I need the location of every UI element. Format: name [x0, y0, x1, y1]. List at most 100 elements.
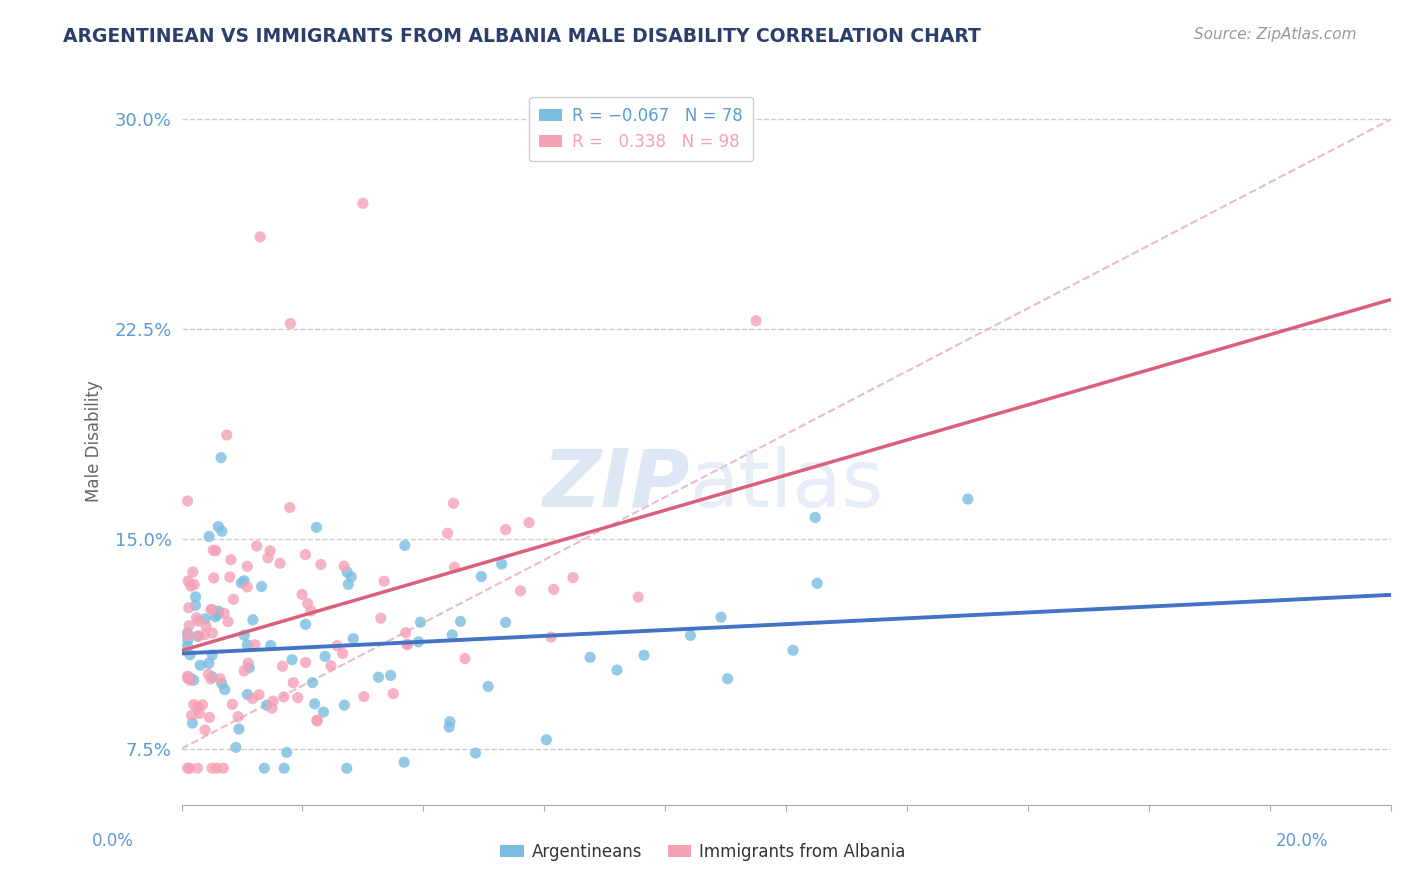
Legend: Argentineans, Immigrants from Albania: Argentineans, Immigrants from Albania [494, 837, 912, 868]
Point [243, 638, 266, 652]
Point [201, 761, 224, 775]
Point [211, 524, 233, 539]
Point [233, 574, 256, 588]
Point [353, 690, 375, 704]
Point [207, 607, 229, 622]
Point [214, 682, 236, 697]
Point [187, 629, 209, 643]
Point [215, 428, 238, 442]
Point [579, 650, 602, 665]
Point [710, 610, 733, 624]
Point [179, 618, 201, 632]
Point [250, 579, 273, 593]
Point [273, 761, 295, 775]
Point [294, 548, 316, 562]
Point [679, 628, 702, 642]
Point [176, 626, 198, 640]
Point [437, 720, 460, 734]
Point [197, 667, 219, 681]
Point [187, 614, 209, 628]
Point [184, 599, 207, 613]
Point [342, 632, 364, 646]
Point [180, 708, 202, 723]
Point [262, 694, 284, 708]
Point [294, 656, 316, 670]
Point [181, 565, 204, 579]
Point [191, 698, 214, 712]
Point [336, 565, 359, 579]
Point [260, 639, 283, 653]
Point [195, 619, 218, 633]
Point [236, 638, 259, 652]
Point [236, 559, 259, 574]
Point [201, 648, 224, 662]
Point [179, 671, 201, 685]
Point [217, 615, 239, 629]
Point [491, 557, 513, 571]
Point [209, 450, 232, 465]
Point [201, 603, 224, 617]
Point [278, 500, 301, 515]
Point [176, 494, 198, 508]
Point [283, 675, 305, 690]
Point [226, 709, 249, 723]
Point [204, 609, 226, 624]
Point [782, 643, 804, 657]
Point [201, 670, 224, 684]
Point [340, 570, 363, 584]
Point [394, 538, 416, 552]
Point [180, 579, 202, 593]
Point [333, 698, 356, 713]
Point [495, 523, 517, 537]
Point [517, 516, 540, 530]
Point [392, 755, 415, 769]
Point [228, 722, 250, 736]
Point [181, 716, 204, 731]
Point [205, 761, 228, 775]
Point [443, 560, 465, 574]
Point [562, 571, 585, 585]
Point [179, 673, 201, 688]
Point [187, 700, 209, 714]
Point [184, 590, 207, 604]
Point [439, 714, 461, 729]
Point [198, 710, 221, 724]
Point [281, 653, 304, 667]
Point [218, 570, 240, 584]
Point [806, 576, 828, 591]
Point [176, 761, 198, 775]
Point [382, 687, 405, 701]
Point [236, 580, 259, 594]
Point [309, 558, 332, 572]
Point [177, 574, 200, 588]
Point [221, 698, 243, 712]
Point [198, 529, 221, 543]
Point [188, 706, 211, 721]
Point [408, 635, 430, 649]
Point [197, 657, 219, 671]
Point [373, 574, 395, 589]
Point [176, 639, 198, 653]
Point [606, 663, 628, 677]
Point [536, 732, 558, 747]
Point [804, 510, 827, 524]
Point [246, 539, 269, 553]
Point [409, 615, 432, 630]
Point [454, 651, 477, 665]
Legend: R = −0.067   N = 78, R =   0.338   N = 98: R = −0.067 N = 78, R = 0.338 N = 98 [529, 96, 754, 161]
Point [294, 617, 316, 632]
Point [477, 680, 499, 694]
Point [269, 557, 291, 571]
Point [441, 628, 464, 642]
Point [253, 761, 276, 775]
Point [202, 571, 225, 585]
Point [233, 664, 256, 678]
Point [287, 690, 309, 705]
Point [314, 649, 336, 664]
Point [464, 746, 486, 760]
Point [470, 569, 492, 583]
Point [194, 612, 217, 626]
Point [260, 701, 283, 715]
Point [312, 705, 335, 719]
Point [305, 713, 328, 727]
